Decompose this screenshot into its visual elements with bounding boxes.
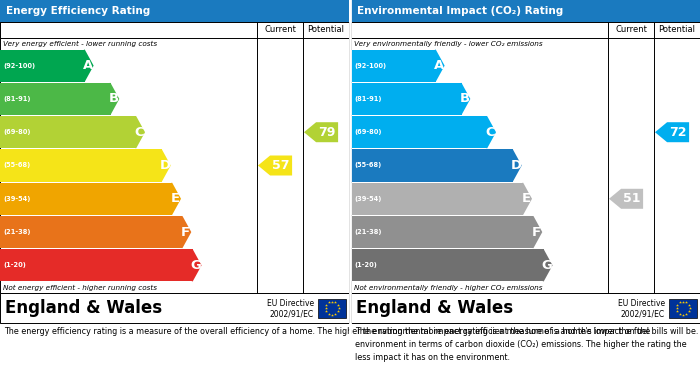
Polygon shape bbox=[655, 122, 689, 142]
Bar bbox=[0, 216, 183, 248]
Polygon shape bbox=[192, 249, 202, 282]
Text: (55-68): (55-68) bbox=[354, 163, 382, 169]
Text: C: C bbox=[134, 126, 144, 139]
Bar bbox=[351, 22, 700, 38]
Text: A: A bbox=[83, 59, 93, 72]
Polygon shape bbox=[181, 216, 191, 248]
Text: (69-80): (69-80) bbox=[3, 129, 31, 135]
Text: (92-100): (92-100) bbox=[3, 63, 35, 69]
Text: E: E bbox=[171, 192, 180, 205]
Text: D: D bbox=[510, 159, 522, 172]
Text: (69-80): (69-80) bbox=[354, 129, 382, 135]
Text: England & Wales: England & Wales bbox=[5, 299, 162, 317]
Bar bbox=[318, 298, 346, 317]
Bar bbox=[351, 0, 700, 22]
Text: Environmental Impact (CO₂) Rating: Environmental Impact (CO₂) Rating bbox=[357, 6, 564, 16]
Text: (92-100): (92-100) bbox=[354, 63, 386, 69]
Bar bbox=[0, 50, 85, 82]
Polygon shape bbox=[486, 116, 496, 148]
Text: (39-54): (39-54) bbox=[354, 196, 382, 202]
Text: England & Wales: England & Wales bbox=[356, 299, 513, 317]
Text: C: C bbox=[486, 126, 495, 139]
Polygon shape bbox=[533, 216, 542, 248]
Polygon shape bbox=[258, 156, 292, 176]
Polygon shape bbox=[110, 83, 119, 115]
Text: (1-20): (1-20) bbox=[354, 262, 377, 268]
Polygon shape bbox=[609, 189, 643, 209]
Text: Current: Current bbox=[615, 25, 647, 34]
Polygon shape bbox=[135, 116, 145, 148]
Text: 2002/91/EC: 2002/91/EC bbox=[621, 310, 665, 319]
Text: (1-20): (1-20) bbox=[3, 262, 26, 268]
Bar bbox=[351, 22, 700, 293]
Text: (55-68): (55-68) bbox=[3, 163, 30, 169]
Text: (39-54): (39-54) bbox=[3, 196, 30, 202]
Text: (81-91): (81-91) bbox=[3, 96, 31, 102]
Polygon shape bbox=[435, 50, 444, 82]
Text: Very energy efficient - lower running costs: Very energy efficient - lower running co… bbox=[3, 40, 157, 47]
Text: The environmental impact rating is a measure of a home's impact on the environme: The environmental impact rating is a mea… bbox=[355, 327, 687, 362]
Bar bbox=[0, 83, 111, 115]
Bar bbox=[0, 22, 349, 38]
Bar bbox=[351, 216, 533, 248]
Text: (81-91): (81-91) bbox=[354, 96, 382, 102]
Text: Current: Current bbox=[264, 25, 296, 34]
Text: D: D bbox=[160, 159, 171, 172]
Text: (21-38): (21-38) bbox=[3, 229, 31, 235]
Text: EU Directive: EU Directive bbox=[618, 299, 665, 308]
Bar bbox=[0, 0, 349, 22]
Text: F: F bbox=[181, 226, 190, 239]
Text: G: G bbox=[190, 259, 202, 272]
Text: Very environmentally friendly - lower CO₂ emissions: Very environmentally friendly - lower CO… bbox=[354, 40, 542, 47]
Bar bbox=[351, 116, 487, 148]
Bar bbox=[0, 183, 172, 215]
Text: 57: 57 bbox=[272, 159, 290, 172]
Text: Not energy efficient - higher running costs: Not energy efficient - higher running co… bbox=[3, 284, 157, 291]
Polygon shape bbox=[461, 83, 470, 115]
Text: A: A bbox=[434, 59, 444, 72]
Bar bbox=[0, 293, 349, 323]
Text: Energy Efficiency Rating: Energy Efficiency Rating bbox=[6, 6, 150, 16]
Text: Not environmentally friendly - higher CO₂ emissions: Not environmentally friendly - higher CO… bbox=[354, 284, 542, 291]
Text: 79: 79 bbox=[318, 126, 336, 139]
Polygon shape bbox=[84, 50, 94, 82]
Bar bbox=[351, 293, 700, 323]
Polygon shape bbox=[161, 149, 171, 181]
Text: E: E bbox=[522, 192, 531, 205]
Text: (21-38): (21-38) bbox=[354, 229, 382, 235]
Bar bbox=[0, 22, 349, 293]
Text: Potential: Potential bbox=[307, 25, 344, 34]
Bar bbox=[0, 249, 193, 282]
Bar bbox=[0, 149, 162, 181]
Text: F: F bbox=[532, 226, 541, 239]
Bar bbox=[669, 298, 697, 317]
Polygon shape bbox=[512, 149, 522, 181]
Polygon shape bbox=[522, 183, 532, 215]
Bar bbox=[351, 83, 461, 115]
Polygon shape bbox=[304, 122, 338, 142]
Bar bbox=[351, 149, 513, 181]
Text: G: G bbox=[542, 259, 552, 272]
Text: 2002/91/EC: 2002/91/EC bbox=[270, 310, 314, 319]
Text: The energy efficiency rating is a measure of the overall efficiency of a home. T: The energy efficiency rating is a measur… bbox=[4, 327, 699, 336]
Text: 72: 72 bbox=[669, 126, 687, 139]
Text: Potential: Potential bbox=[659, 25, 696, 34]
Text: 51: 51 bbox=[624, 192, 641, 205]
Bar bbox=[351, 249, 544, 282]
Text: EU Directive: EU Directive bbox=[267, 299, 314, 308]
Bar bbox=[351, 183, 523, 215]
Text: B: B bbox=[460, 92, 470, 106]
Polygon shape bbox=[172, 183, 181, 215]
Text: B: B bbox=[108, 92, 119, 106]
Bar bbox=[0, 116, 136, 148]
Polygon shape bbox=[543, 249, 552, 282]
Bar bbox=[351, 50, 436, 82]
